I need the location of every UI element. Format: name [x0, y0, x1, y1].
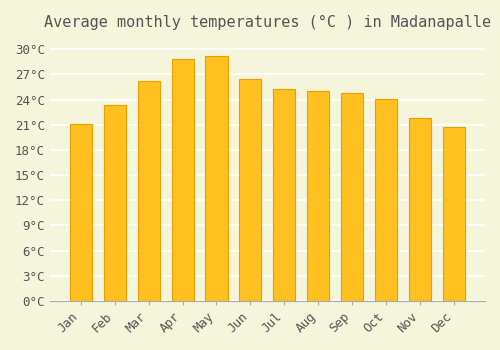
Bar [308, 91, 330, 301]
Bar [375, 99, 398, 301]
Bar [240, 79, 262, 301]
Bar [409, 118, 432, 301]
Bar [206, 56, 228, 301]
Bar [274, 89, 295, 301]
Bar [138, 81, 160, 301]
Bar [342, 93, 363, 301]
Bar [70, 124, 92, 301]
Bar [104, 105, 126, 301]
Bar [172, 60, 194, 301]
Bar [443, 127, 465, 301]
Title: Average monthly temperatures (°C ) in Madanapalle: Average monthly temperatures (°C ) in Ma… [44, 15, 491, 30]
